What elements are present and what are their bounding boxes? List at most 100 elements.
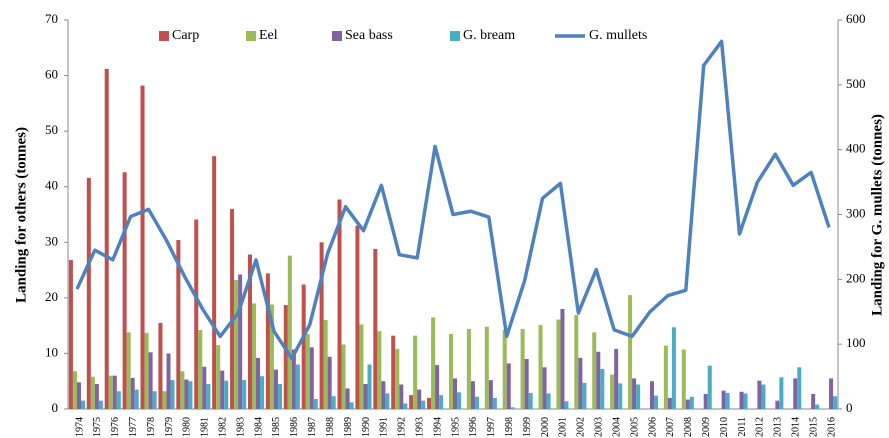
- bar: [224, 380, 229, 409]
- bar: [184, 379, 189, 409]
- y-tick-label: 0: [52, 400, 59, 415]
- bar: [546, 393, 551, 409]
- bar: [166, 353, 171, 409]
- bar: [413, 335, 418, 409]
- x-tick-label: 1997: [486, 417, 497, 437]
- x-tick-label: 1999: [522, 417, 533, 437]
- bar: [538, 325, 543, 409]
- bar: [206, 383, 211, 409]
- legend-label: Sea bass: [345, 28, 393, 43]
- y-tick-label: 30: [45, 233, 58, 248]
- bar: [126, 332, 131, 409]
- bar: [574, 315, 579, 409]
- bar: [671, 327, 676, 409]
- bar: [654, 395, 659, 409]
- bar: [122, 172, 127, 409]
- x-tick-label: 2004: [611, 417, 622, 437]
- bar: [309, 347, 314, 409]
- x-tick-label: 2003: [594, 417, 605, 437]
- x-tick-label: 1977: [128, 417, 139, 437]
- bar: [395, 348, 400, 409]
- x-tick-label: 1985: [271, 417, 282, 437]
- bar: [439, 395, 444, 409]
- y-tick-label: 20: [45, 289, 58, 304]
- legend-label: G. bream: [463, 28, 515, 43]
- bar: [448, 333, 453, 409]
- bar: [331, 396, 336, 409]
- x-tick-label: 1996: [468, 417, 479, 437]
- x-tick-label: 1990: [361, 417, 372, 437]
- x-tick-label: 1979: [164, 417, 175, 437]
- y2-tick-label: 500: [846, 76, 866, 91]
- bar: [198, 330, 203, 409]
- bar: [636, 384, 641, 409]
- bar: [277, 383, 282, 409]
- bar: [556, 319, 561, 409]
- bar: [618, 383, 623, 409]
- bar: [564, 401, 569, 409]
- bar: [797, 367, 802, 409]
- bar: [180, 371, 185, 409]
- bar: [502, 330, 507, 409]
- bar: [592, 332, 597, 409]
- bar: [251, 303, 257, 409]
- legend-label: G. mullets: [589, 28, 647, 43]
- bar: [230, 208, 235, 409]
- bar: [453, 378, 458, 409]
- legend-swatch: [159, 31, 169, 41]
- bar: [86, 177, 91, 409]
- bar: [506, 363, 511, 409]
- x-tick-label: 2016: [826, 417, 837, 437]
- bar: [560, 308, 565, 409]
- bar: [829, 378, 834, 409]
- bar: [681, 349, 686, 409]
- bar: [162, 391, 167, 409]
- bar: [663, 345, 668, 409]
- bar: [703, 393, 708, 409]
- x-tick-label: 1978: [146, 417, 157, 437]
- bar: [614, 348, 619, 409]
- bar: [578, 357, 583, 409]
- bar: [542, 367, 547, 409]
- bar: [421, 400, 426, 409]
- bar: [305, 333, 310, 409]
- bar: [104, 68, 109, 409]
- bar: [323, 320, 328, 409]
- bar: [140, 85, 145, 410]
- x-tick-label: 2001: [558, 417, 569, 437]
- bar: [94, 383, 99, 409]
- bar: [811, 393, 816, 409]
- bar: [474, 396, 479, 409]
- x-tick-label: 1983: [235, 417, 246, 437]
- bar: [148, 352, 153, 409]
- bar: [295, 364, 300, 409]
- bar: [381, 381, 386, 409]
- x-tick-label: 1987: [307, 417, 318, 437]
- bar: [743, 393, 748, 409]
- bar: [632, 378, 637, 409]
- bar: [707, 365, 712, 409]
- bar: [98, 400, 103, 409]
- bar: [431, 317, 436, 409]
- y2-tick-label: 600: [846, 11, 866, 26]
- bar: [301, 284, 306, 409]
- x-tick-label: 1989: [343, 417, 354, 437]
- bar: [779, 377, 784, 409]
- x-tick-label: 2009: [701, 417, 712, 437]
- bar: [234, 280, 239, 409]
- x-tick-label: 2014: [791, 417, 802, 437]
- bar: [287, 255, 292, 409]
- x-tick-label: 2000: [540, 417, 551, 437]
- bar: [399, 384, 404, 409]
- bar: [116, 391, 121, 409]
- bar: [144, 332, 149, 409]
- bar: [510, 407, 515, 409]
- bar: [247, 254, 252, 409]
- y-tick-label: 50: [45, 122, 58, 137]
- y2-tick-label: 200: [846, 270, 866, 285]
- x-tick-label: 2015: [808, 417, 819, 437]
- bar: [265, 273, 270, 409]
- bar: [457, 392, 462, 409]
- x-tick-label: 1984: [253, 417, 264, 437]
